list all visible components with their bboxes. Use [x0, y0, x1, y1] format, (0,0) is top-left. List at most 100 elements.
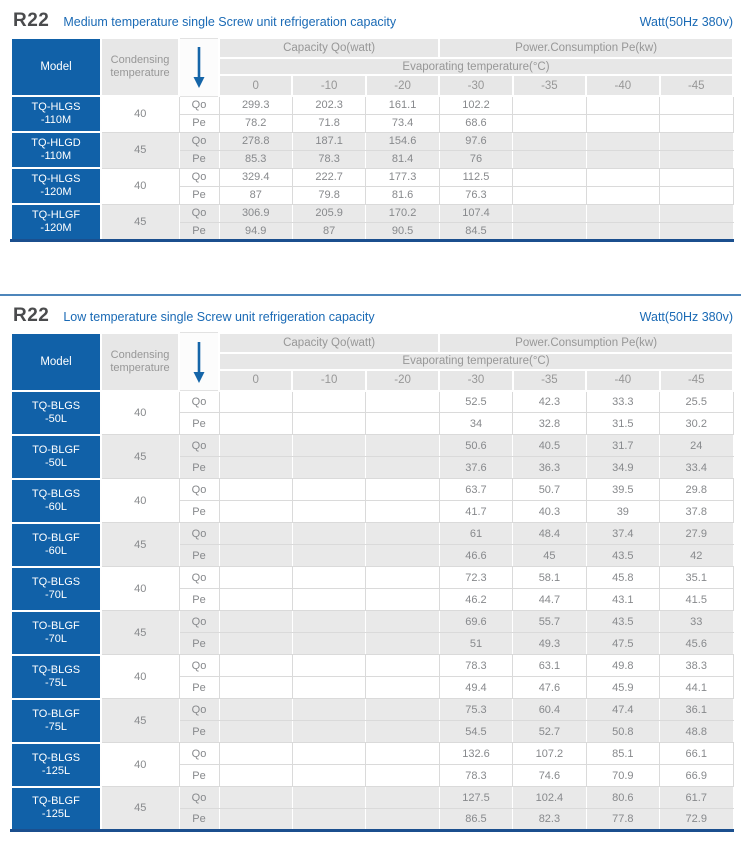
model-cell: TQ-BLGS -50L: [10, 389, 102, 436]
model-name: TQ-BLGS -70L: [31, 575, 81, 601]
qo-value: [291, 610, 367, 633]
qo-row-label: Qo: [178, 522, 220, 545]
qo-value: [218, 390, 293, 413]
pe-value: 34: [438, 412, 514, 435]
model-cell: TO-BLGF -60L: [10, 521, 102, 568]
pe-value: [291, 588, 367, 611]
temp-column-header: -45: [658, 368, 735, 392]
qo-value: 36.1: [659, 698, 734, 721]
qo-value: [291, 742, 367, 765]
qo-value: [585, 167, 661, 187]
pe-value: 34.9: [585, 456, 661, 479]
pe-value: 87: [218, 185, 293, 205]
flow-direction-column-header: [178, 332, 220, 391]
pe-row-label: Pe: [178, 500, 220, 523]
condensing-temperature-column-header: Condensing temperature: [100, 37, 180, 97]
condensing-temp-value: 45: [100, 522, 180, 567]
qo-row-label: Qo: [178, 478, 220, 501]
model-name: TQ-HLGD -110M: [31, 137, 81, 162]
pe-value: 85.3: [218, 149, 293, 169]
pe-value: 49.3: [512, 632, 587, 655]
qo-value: 27.9: [659, 522, 734, 545]
power-group-header: Power.Consumption Pe(kw): [438, 37, 734, 59]
qo-value: [365, 478, 440, 501]
pe-value: 41.5: [659, 588, 734, 611]
pe-value: 43.5: [585, 544, 661, 567]
pe-value: [365, 456, 440, 479]
pe-row-label: Pe: [178, 808, 220, 831]
qo-value: 52.5: [438, 390, 514, 413]
pe-value: 33.4: [659, 456, 734, 479]
evaporating-temperature-header: Evaporating temperature(°C): [218, 57, 734, 76]
qo-value: [291, 390, 367, 413]
temp-column-header: -35: [511, 74, 588, 97]
qo-value: [512, 95, 587, 115]
model-cell: TQ-HLGS -110M: [10, 95, 102, 133]
temp-column-header: 0: [217, 74, 294, 97]
qo-value: [365, 522, 440, 545]
temp-column-header: -45: [658, 74, 735, 97]
model-name: TO-BLGF -50L: [32, 443, 80, 469]
pe-row-label: Pe: [178, 764, 220, 787]
pe-value: 70.9: [585, 764, 661, 787]
qo-value: [218, 566, 293, 589]
pe-value: 47.5: [585, 632, 661, 655]
pe-value: [365, 500, 440, 523]
pe-value: 76: [438, 149, 514, 169]
qo-value: 75.3: [438, 698, 514, 721]
pe-value: [291, 720, 367, 743]
qo-value: 102.2: [438, 95, 514, 115]
qo-value: 85.1: [585, 742, 661, 765]
qo-value: 78.3: [438, 654, 514, 677]
qo-value: [365, 742, 440, 765]
qo-value: 107.4: [438, 203, 514, 223]
pe-value: [218, 412, 293, 435]
qo-value: 58.1: [512, 566, 587, 589]
pe-value: 52.7: [512, 720, 587, 743]
model-cell: TQ-BLGS -125L: [10, 741, 102, 788]
qo-value: 60.4: [512, 698, 587, 721]
qo-value: [512, 167, 587, 187]
pe-value: 84.5: [438, 221, 514, 241]
pe-value: 44.7: [512, 588, 587, 611]
qo-value: 61.7: [659, 786, 734, 809]
qo-value: 33: [659, 610, 734, 633]
pe-row-label: Pe: [178, 720, 220, 743]
qo-value: 80.6: [585, 786, 661, 809]
refrigerant-label: R22: [13, 10, 50, 31]
qo-value: [659, 95, 734, 115]
qo-value: 107.2: [512, 742, 587, 765]
qo-value: 69.6: [438, 610, 514, 633]
pe-row-label: Pe: [178, 588, 220, 611]
pe-value: 94.9: [218, 221, 293, 241]
qo-value: 97.6: [438, 131, 514, 151]
capacity-group-header: Capacity Qo(watt): [217, 37, 441, 59]
qo-row-label: Qo: [178, 95, 220, 115]
qo-value: 63.1: [512, 654, 587, 677]
pe-value: 31.5: [585, 412, 661, 435]
pe-row-label: Pe: [178, 412, 220, 435]
qo-value: 47.4: [585, 698, 661, 721]
model-cell: TO-BLGF -75L: [10, 697, 102, 744]
qo-row-label: Qo: [178, 390, 220, 413]
pe-value: [291, 500, 367, 523]
temp-column-header: -40: [585, 368, 661, 392]
pe-value: 45.6: [659, 632, 734, 655]
qo-value: [659, 203, 734, 223]
qo-value: [659, 131, 734, 151]
pe-value: 46.6: [438, 544, 514, 567]
model-column-header: Model: [10, 331, 102, 392]
qo-value: [291, 566, 367, 589]
model-column-header: Model: [10, 37, 102, 97]
pe-value: 41.7: [438, 500, 514, 523]
qo-value: 222.7: [291, 167, 367, 187]
condensing-temp-value: 40: [100, 390, 180, 435]
pe-value: [585, 149, 661, 169]
qo-row-label: Qo: [178, 203, 220, 223]
qo-value: 205.9: [291, 203, 367, 223]
qo-value: 33.3: [585, 390, 661, 413]
qo-row-label: Qo: [178, 742, 220, 765]
pe-row-label: Pe: [178, 456, 220, 479]
model-cell: TO-BLGF -50L: [10, 433, 102, 480]
qo-row-label: Qo: [178, 131, 220, 151]
